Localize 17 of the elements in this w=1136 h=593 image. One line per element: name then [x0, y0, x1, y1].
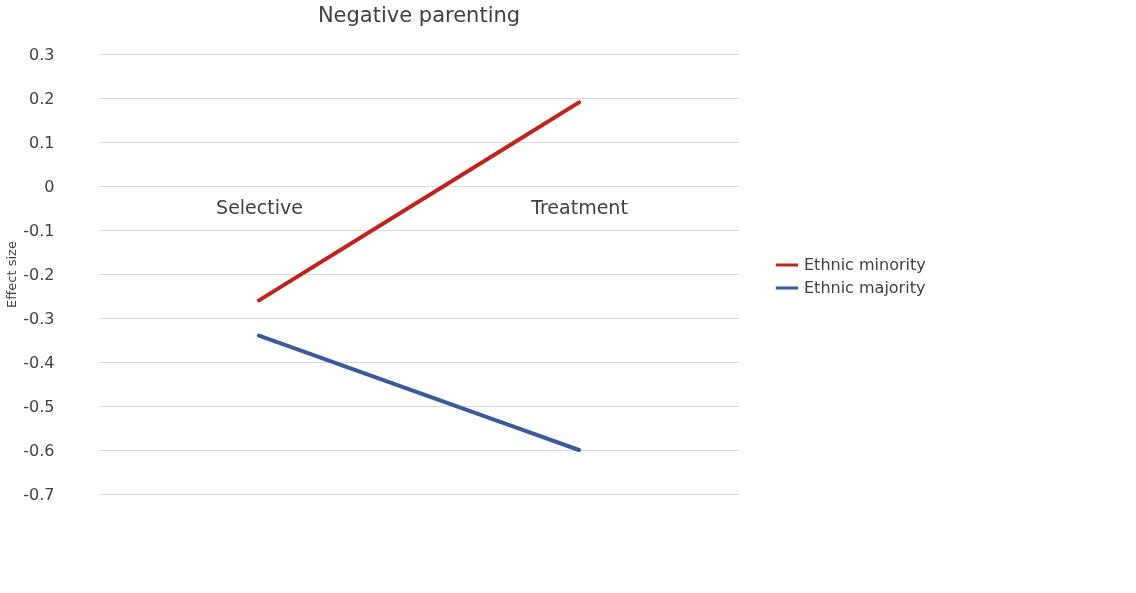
y-tick-label: -0.2 — [23, 264, 55, 284]
y-tick-label: 0.2 — [29, 88, 55, 108]
y-tick-label: -0.3 — [23, 308, 55, 328]
y-tick-label: -0.5 — [23, 396, 55, 416]
x-tick-label: Treatment — [530, 195, 628, 218]
y-tick-label: 0.1 — [29, 132, 55, 152]
y-tick-label: -0.4 — [23, 352, 55, 372]
legend-label: Ethnic majority — [804, 278, 926, 297]
y-tick-label: 0.3 — [29, 44, 55, 64]
x-tick-label: Selective — [216, 195, 303, 218]
y-axis-title: Effect size — [4, 241, 20, 308]
chart-title: Negative parenting — [317, 3, 521, 27]
y-tick-label: -0.6 — [23, 440, 55, 460]
legend-label: Ethnic minority — [804, 255, 926, 274]
y-tick-label: -0.7 — [23, 484, 55, 504]
y-tick-label: 0 — [44, 176, 55, 196]
y-tick-label: -0.1 — [23, 220, 55, 240]
